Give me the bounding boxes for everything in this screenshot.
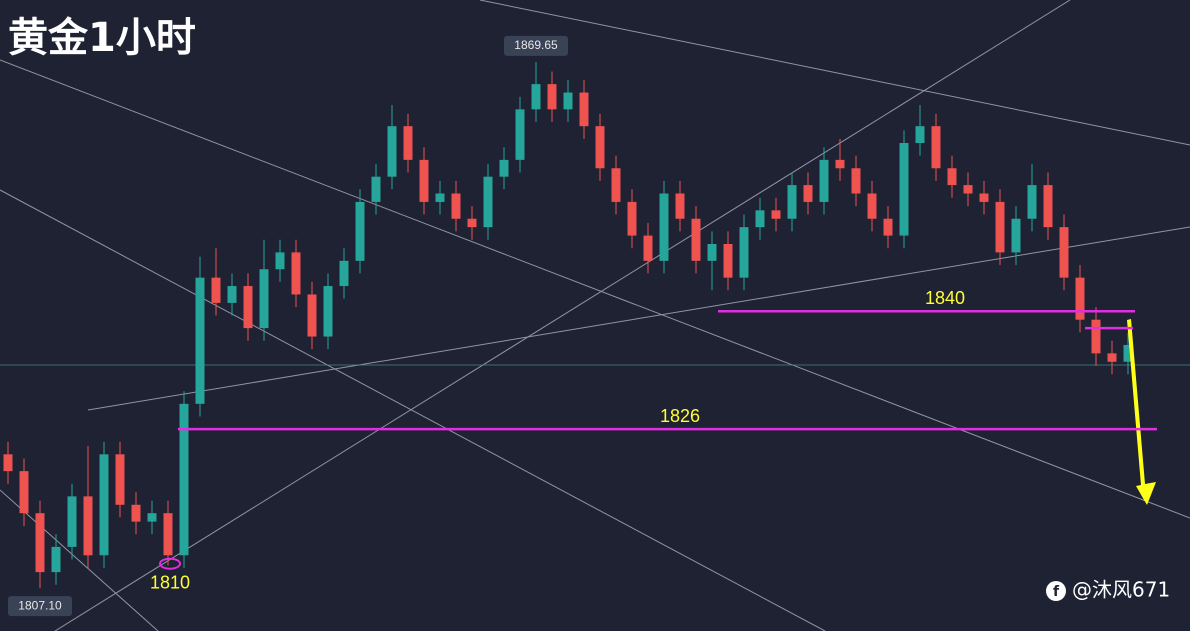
candle-body: [755, 210, 765, 228]
candle-body: [3, 454, 13, 472]
candle-body: [307, 294, 317, 337]
candle-body: [115, 454, 125, 505]
arrow: [1127, 319, 1156, 505]
candle-body: [1059, 227, 1069, 278]
candle-body: [323, 286, 333, 337]
candle-body: [691, 218, 701, 261]
candle-body: [403, 126, 413, 160]
candle-body: [1027, 185, 1037, 219]
candle-body: [371, 176, 381, 202]
candle-body: [995, 201, 1005, 253]
candle-body: [483, 176, 493, 228]
candle-body: [915, 126, 925, 144]
candle-body: [243, 286, 253, 329]
candle-body: [723, 243, 733, 278]
price-tag-label: 1869.65: [514, 38, 558, 52]
level-label: 1840: [925, 288, 965, 308]
candle-body: [883, 218, 893, 236]
candle-body: [19, 471, 29, 514]
trend-line: [479, 0, 1190, 146]
candle-body: [339, 260, 349, 287]
candle-body: [1075, 277, 1085, 320]
candle-body: [643, 235, 653, 261]
candle-body: [851, 168, 861, 194]
price-tag-label: 1807.10: [18, 598, 62, 612]
candle-body: [867, 193, 877, 219]
candle-body: [387, 126, 397, 177]
candle-body: [899, 143, 909, 236]
level-label: 1826: [660, 406, 700, 426]
watermark: f @沐风671: [1046, 578, 1170, 602]
trend-line: [54, 0, 1071, 631]
candle-body: [1043, 185, 1053, 228]
candle-body: [1123, 344, 1133, 362]
trend-line: [87, 226, 1190, 411]
candle-body: [451, 193, 461, 219]
candle-body: [979, 193, 989, 202]
fb-icon-letter: f: [1053, 584, 1060, 600]
candle-body: [419, 159, 429, 202]
candle-body: [611, 168, 621, 202]
candle-body: [467, 218, 477, 228]
annotation-ellipse: [159, 557, 181, 570]
candle-body: [499, 159, 509, 177]
candle-body: [355, 201, 365, 261]
candle-body: [819, 159, 829, 202]
fb-icon: [1046, 581, 1066, 601]
candle-body: [947, 168, 957, 186]
candle-body: [51, 546, 61, 573]
candle-body: [275, 252, 285, 270]
candle-body: [83, 496, 93, 556]
annotation-label: 1810: [150, 572, 190, 592]
candle-body: [803, 185, 813, 202]
candle-body: [211, 277, 221, 303]
trend-line: [0, 489, 159, 631]
candle-body: [195, 277, 205, 404]
price-tag: [504, 35, 568, 56]
candle-body: [579, 92, 589, 127]
trend-line: [0, 189, 826, 631]
candle-body: [963, 185, 973, 194]
candles: [3, 61, 1133, 589]
chart-title: 黄金1小时: [8, 15, 196, 61]
candle-body: [131, 504, 141, 522]
candle-body: [179, 403, 189, 556]
candle-body: [147, 513, 157, 522]
candle-body: [787, 185, 797, 219]
candle-body: [931, 126, 941, 169]
candle-body: [1011, 218, 1021, 253]
candle-body: [531, 84, 541, 110]
candle-body: [627, 201, 637, 236]
candle-body: [99, 454, 109, 556]
candle-body: [1091, 319, 1101, 354]
candle-body: [435, 193, 445, 202]
price-tag: [8, 596, 72, 617]
candle-body: [595, 126, 605, 169]
candle-body: [163, 513, 173, 556]
candle-body: [67, 496, 77, 547]
candle-body: [291, 252, 301, 295]
candle-body: [835, 159, 845, 169]
candle-body: [547, 84, 557, 110]
candle-body: [259, 269, 269, 329]
candle-body: [35, 513, 45, 573]
candle-body: [227, 286, 237, 303]
candle-body: [515, 109, 525, 160]
watermark-text: @沐风671: [1072, 578, 1170, 602]
candle-body: [659, 193, 669, 261]
trend-line: [0, 59, 1190, 519]
candle-body: [771, 210, 781, 219]
candle-body: [707, 243, 717, 261]
candle-body: [739, 227, 749, 278]
candle-body: [675, 193, 685, 219]
candle-body: [563, 92, 573, 110]
candle-body: [1107, 353, 1117, 362]
